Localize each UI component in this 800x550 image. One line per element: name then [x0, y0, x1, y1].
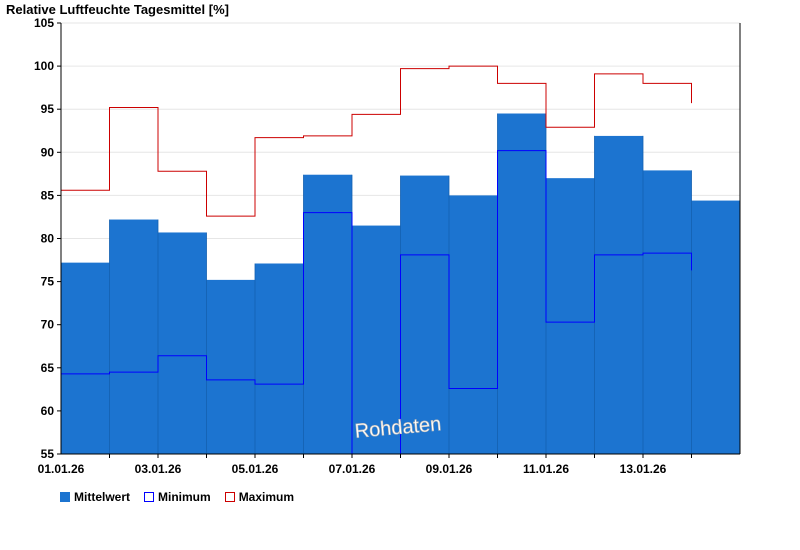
legend-label-minimum: Minimum [158, 490, 211, 504]
bar-03.01.26 [158, 232, 207, 454]
bar-04.01.26 [206, 279, 255, 454]
y-tick-label-100: 100 [34, 59, 54, 73]
legend-item-mittelwert[interactable]: Mittelwert [60, 490, 130, 504]
y-tick-label-95: 95 [41, 102, 55, 116]
bar-02.01.26 [109, 219, 158, 454]
legend: Mittelwert Minimum Maximum [60, 490, 294, 504]
y-tick-label-80: 80 [41, 232, 55, 246]
bar-14.01.26 [691, 200, 740, 454]
legend-swatch-maximum [224, 492, 235, 502]
bars-mittelwert [61, 113, 740, 455]
y-tick-label-75: 75 [41, 275, 55, 289]
x-axis-ticks: 01.01.26 03.01.26 05.01.26 07.01.26 09.01.26… [38, 454, 692, 476]
x-tick-label-05.01.26: 05.01.26 [232, 462, 279, 476]
x-tick-label-13.01.26: 13.01.26 [620, 462, 667, 476]
chart-title: Relative Luftfeuchte Tagesmittel [%] [6, 2, 229, 17]
bar-06.01.26 [303, 174, 352, 454]
y-tick-label-55: 55 [41, 447, 55, 461]
legend-item-maximum[interactable]: Maximum [224, 490, 295, 504]
bar-05.01.26 [255, 263, 304, 454]
bar-08.01.26 [400, 175, 449, 454]
legend-item-minimum[interactable]: Minimum [144, 490, 211, 504]
y-tick-label-90: 90 [41, 145, 55, 159]
x-tick-label-07.01.26: 07.01.26 [329, 462, 376, 476]
bar-11.01.26 [546, 178, 595, 454]
bar-10.01.26 [497, 113, 546, 454]
y-axis-ticks: 55 60 65 70 75 80 85 90 95 100 105 [34, 16, 61, 461]
bar-12.01.26 [594, 135, 643, 454]
legend-label-maximum: Maximum [238, 490, 295, 504]
bar-07.01.26 [352, 225, 401, 454]
x-tick-label-09.01.26: 09.01.26 [426, 462, 473, 476]
y-tick-label-65: 65 [41, 361, 55, 375]
legend-swatch-minimum [144, 492, 155, 502]
bar-01.01.26 [61, 262, 110, 454]
y-tick-label-70: 70 [41, 318, 55, 332]
y-tick-label-85: 85 [41, 188, 55, 202]
x-tick-label-11.01.26: 11.01.26 [523, 462, 569, 476]
bar-13.01.26 [643, 170, 692, 455]
x-tick-label-03.01.26: 03.01.26 [135, 462, 182, 476]
legend-label-mittelwert: Mittelwert [74, 490, 131, 504]
x-tick-label-01.01.26: 01.01.26 [38, 462, 85, 476]
y-tick-label-105: 105 [34, 16, 54, 30]
step-line-maximum [61, 65, 692, 217]
y-tick-label-60: 60 [41, 404, 55, 418]
legend-swatch-mittelwert [60, 492, 70, 502]
bar-09.01.26 [449, 195, 498, 454]
